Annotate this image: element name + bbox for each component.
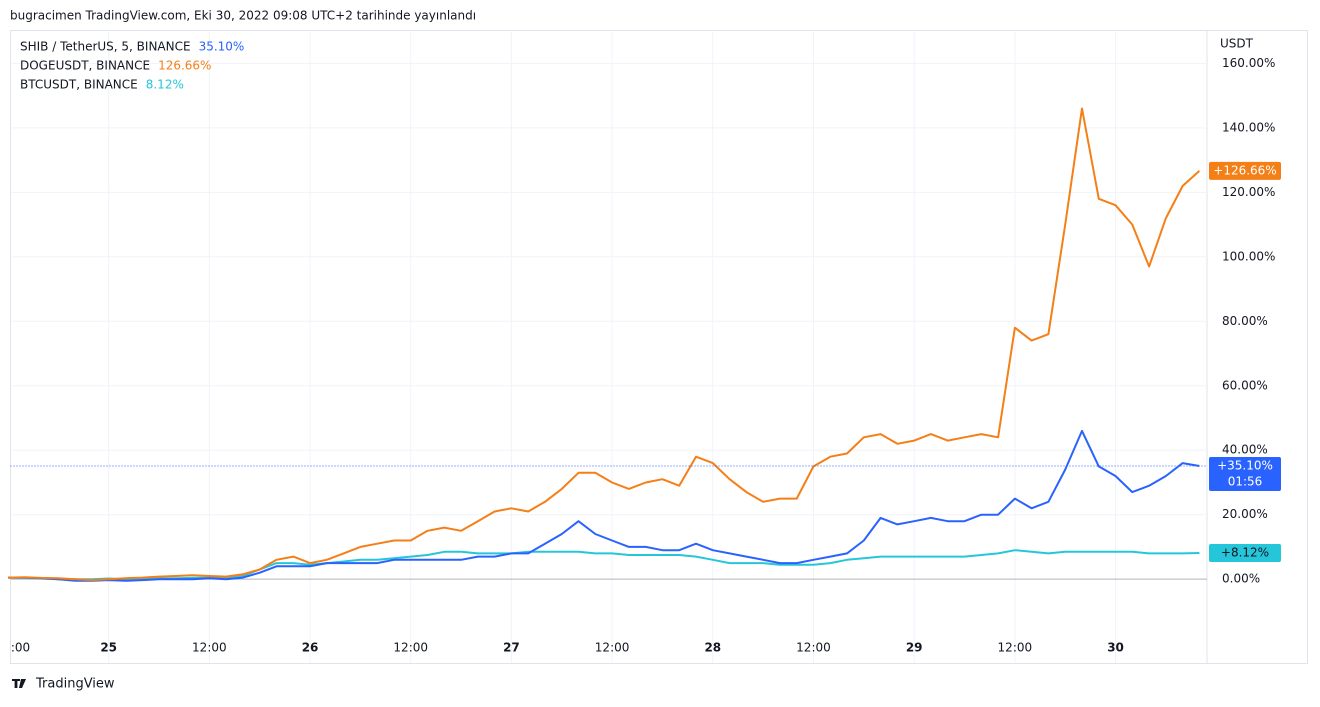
price-tag — [1209, 457, 1281, 492]
y-tick-label: 140.00% — [1222, 120, 1275, 134]
series-line — [7, 107, 1201, 582]
price-tag — [1209, 161, 1281, 180]
x-tick-label: 25 — [100, 641, 117, 655]
legend-label: SHIB / TetherUS, 5, BINANCE — [20, 40, 191, 54]
x-tick-label: 26 — [302, 641, 319, 655]
logo — [12, 679, 26, 688]
countdown: 01:56 — [1228, 475, 1263, 489]
y-tick-label: 160.00% — [1222, 56, 1275, 70]
y-tick-label: 0.00% — [1222, 572, 1260, 586]
legend-label: DOGEUSDT, BINANCE — [20, 59, 150, 73]
series-line — [8, 429, 1200, 582]
chart-frame — [10, 30, 1308, 664]
y-tick-label: 120.00% — [1222, 185, 1275, 199]
footer: TradingView — [35, 677, 115, 692]
x-tick-label: 12:00 — [796, 641, 831, 655]
x-tick-label: 29 — [906, 641, 923, 655]
legend-label: BTCUSDT, BINANCE — [20, 78, 138, 92]
y-tick-label: 20.00% — [1222, 507, 1268, 521]
price-tag-label: +8.12% — [1221, 546, 1269, 560]
price-tag — [1209, 544, 1281, 563]
x-tick-label: 12:00 — [595, 641, 630, 655]
x-tick-label: 30 — [1107, 641, 1124, 655]
legend-value: 126.66% — [158, 59, 211, 73]
price-tag-label: +35.10% — [1217, 459, 1273, 473]
y-tick-label: 40.00% — [1222, 443, 1268, 457]
legend: SHIB / TetherUS, 5, BINANCE 35.10% DOGEUSD… — [20, 40, 244, 92]
x-tick-label: :00 — [11, 641, 30, 655]
y-tick-label: 80.00% — [1222, 314, 1268, 328]
legend-value: 35.10% — [199, 40, 245, 54]
legend-value: 8.12% — [146, 78, 184, 92]
header: bugracimen TradingView.com, Eki 30, 2022… — [10, 9, 476, 23]
grid — [10, 30, 1208, 663]
x-tick-label: 12:00 — [998, 641, 1033, 655]
y-axis-label: USDT — [1220, 37, 1254, 51]
x-tick-label: 28 — [704, 641, 721, 655]
plot — [7, 107, 1207, 582]
x-tick-label: 12:00 — [192, 641, 227, 655]
x-tick-label: 12:00 — [393, 641, 428, 655]
x-tick-label: 27 — [503, 641, 520, 655]
y-tick-label: 100.00% — [1222, 249, 1275, 263]
price-tag-label: +126.66% — [1213, 163, 1276, 177]
y-tick-label: 60.00% — [1222, 378, 1268, 392]
